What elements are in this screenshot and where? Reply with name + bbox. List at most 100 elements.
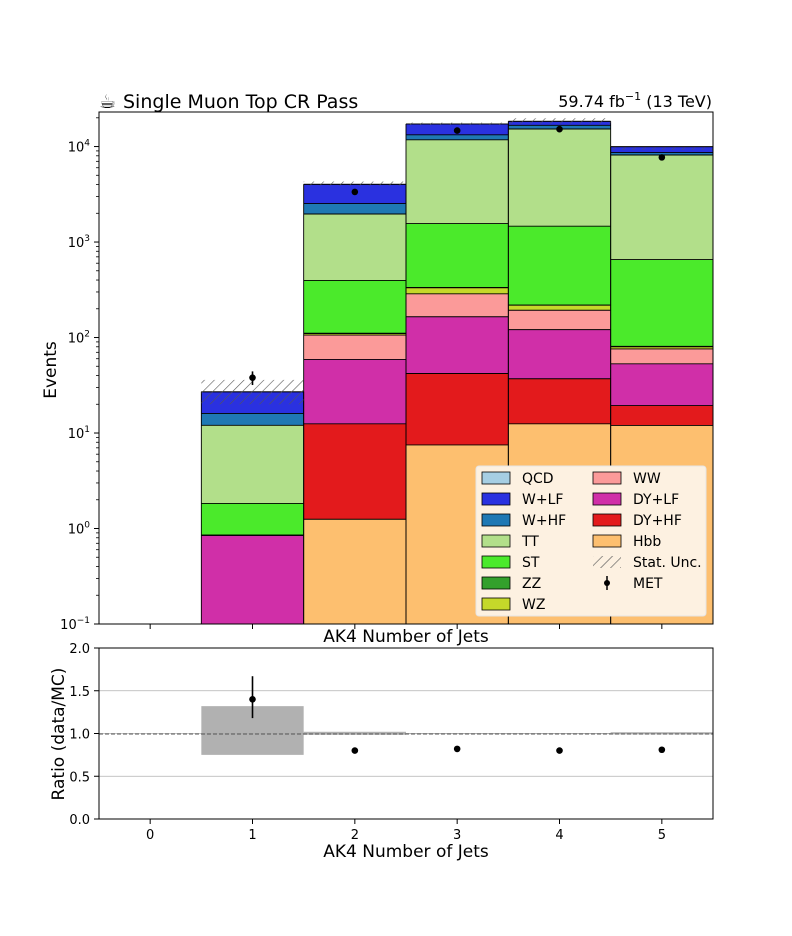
data-point (249, 374, 256, 381)
legend-entry-stat-unc--label: Stat. Unc. (633, 555, 702, 571)
ratio-point (351, 747, 359, 754)
stack-outline (201, 223, 713, 504)
legend: QCD W+LF W+HF TT ST ZZ WZ WW DY+LF DY+HF Hbb Stat. … (475, 465, 707, 617)
stack-outline (201, 124, 713, 414)
stack-segment-w-hf (406, 134, 509, 140)
data-point (453, 127, 461, 134)
stack-segment-wz (508, 305, 611, 311)
y-tick-label: 104 (68, 139, 91, 156)
stack-segment-dy-hf (610, 405, 713, 426)
ratio-y-tick-label: 1.5 (69, 685, 90, 700)
stack-segment-w-hf (303, 203, 406, 214)
main-plot-frame (98, 111, 714, 625)
legend-entry-zz-swatch (481, 576, 511, 590)
legend-entry-hbb-swatch (592, 534, 622, 548)
main-x-axis-label: AK4 Number of Jets (323, 627, 489, 647)
stack-segment-tt (406, 139, 509, 224)
plot-title: Single Muon Top CR Pass (123, 91, 358, 113)
stack-segment-ww (508, 310, 611, 330)
ratio-x-tick-label: 0 (146, 828, 154, 843)
legend-entry-qcd-swatch (481, 471, 511, 485)
stack-segment-st (610, 259, 713, 347)
stack-segment-dy-hf (303, 423, 406, 520)
stack-segment-dy-lf (201, 535, 304, 624)
legend-entry-tt-swatch (481, 534, 511, 548)
legend-entry-ww-swatch (592, 471, 622, 485)
y-tick-label: 10−1 (60, 616, 90, 633)
stack-segment-ww (610, 348, 713, 364)
ratio-y-tick-label: 2.0 (69, 642, 90, 657)
stack-segment-tt (303, 213, 406, 281)
stack-segment-st (201, 503, 304, 536)
lumi-label: 59.74 fb−1 (13 TeV) (558, 90, 712, 111)
ratio-unc-band (303, 731, 406, 735)
ratio-y-tick-label: 0.0 (69, 813, 90, 828)
ratio-y-tick-label: 0.5 (69, 770, 90, 785)
ratio-x-tick-label: 5 (658, 828, 666, 843)
ratio-x-axis-label: AK4 Number of Jets (323, 842, 489, 862)
ratio-x-tick-label: 1 (248, 828, 256, 843)
stack-segment-st (303, 280, 406, 334)
legend-entry-stat-unc--swatch (593, 556, 621, 568)
stack-segment-dy-hf (406, 373, 509, 445)
legend-entry-ww-label: WW (633, 471, 661, 487)
legend-entry-dy-hf-label: DY+HF (633, 513, 682, 529)
stack-outline (201, 287, 713, 536)
stack-outline (303, 373, 713, 425)
stack-segment-dy-lf (303, 359, 406, 424)
legend-entry-st-label: ST (522, 555, 540, 571)
stat-unc-band (406, 122, 509, 126)
legend-entry-met-marker (604, 580, 610, 586)
stack-segment-tt (508, 128, 611, 227)
legend-entry-tt-label: TT (521, 534, 539, 550)
ratio-point (453, 745, 461, 753)
main-plot: 10−1 100 101 102 103 104 Events AK4 Number of… (41, 111, 714, 647)
y-tick-label: 101 (68, 425, 90, 442)
ratio-point (249, 696, 256, 703)
stack-segment-tt (610, 154, 713, 260)
legend-entry-w-hf-swatch (481, 513, 511, 527)
legend-entry-met-label: MET (633, 576, 663, 592)
ratio-point (556, 747, 563, 754)
y-tick-label: 102 (68, 330, 90, 347)
ratio-plot: 0.0 0.5 1.0 1.5 2.0 0 1 2 3 4 5 Ratio (data/MC) A… (49, 642, 714, 862)
stack-segment-tt (201, 425, 304, 504)
stack-outline (303, 423, 713, 520)
ratio-unc-band (610, 732, 713, 735)
ratio-point (658, 746, 666, 754)
legend-box (475, 465, 707, 617)
legend-entry-dy-lf-label: DY+LF (633, 492, 679, 508)
main-y-axis-label: Events (41, 341, 61, 399)
stack-segment-dy-lf (610, 363, 713, 406)
ratio-x-tick-label: 3 (453, 828, 461, 843)
stack-outline (201, 128, 713, 426)
data-point (351, 188, 359, 196)
legend-entry-zz-label: ZZ (522, 576, 541, 592)
stack-segment-w-hf (610, 152, 713, 155)
legend-entry-w-hf-label: W+HF (522, 513, 566, 529)
stack-segment-dy-lf (508, 329, 611, 379)
stat-unc-band (303, 181, 406, 186)
stack-segment-wz (610, 346, 713, 349)
ratio-y-tick-label: 1.0 (69, 728, 90, 743)
stack-segment-st (406, 223, 509, 288)
stack-segment-hbb (303, 519, 406, 624)
legend-entry-hbb-label: Hbb (633, 534, 661, 550)
data-point (658, 154, 666, 161)
ratio-y-axis-label: Ratio (data/MC) (49, 668, 69, 801)
y-tick-label: 100 (68, 521, 91, 538)
legend-entry-w-lf-swatch (481, 492, 511, 506)
stack-segment-wz (406, 287, 509, 294)
stack-segment-wz (303, 333, 406, 336)
legend-entry-st-swatch (481, 555, 511, 569)
stat-unc-band (610, 147, 713, 150)
stat-unc-band (508, 118, 611, 124)
stack-segment-dy-lf (406, 316, 509, 374)
legend-entry-w-lf-label: W+LF (522, 492, 563, 508)
legend-entry-wz-label: WZ (522, 597, 545, 613)
coffee-cup-icon: ☕ (99, 91, 116, 113)
stack-segment-st (508, 226, 611, 306)
ratio-unc-band (508, 733, 611, 735)
legend-entry-dy-lf-swatch (592, 492, 622, 506)
